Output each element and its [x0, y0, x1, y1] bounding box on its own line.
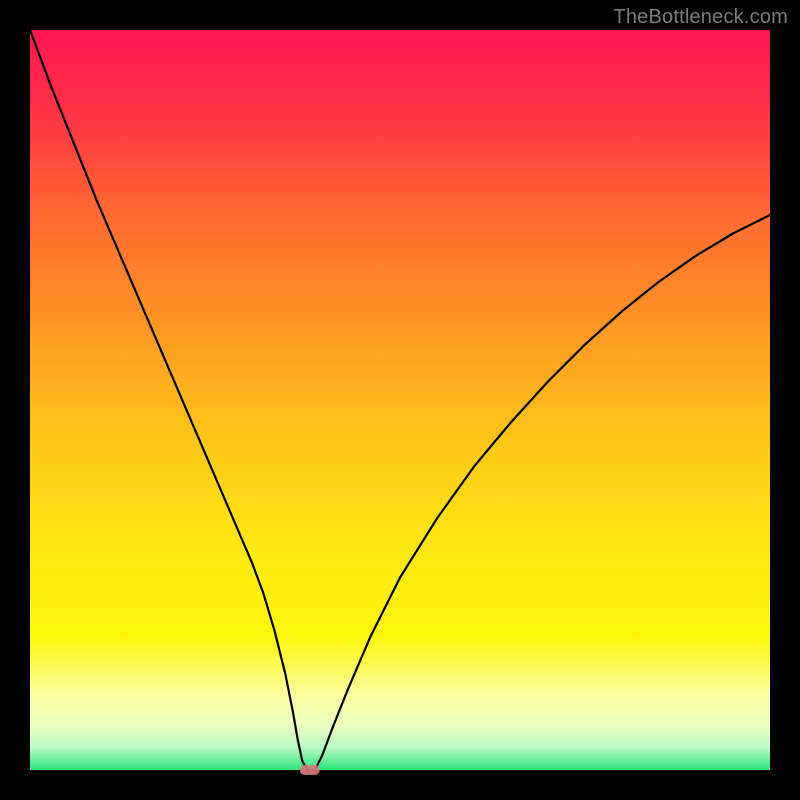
plot-background — [30, 30, 770, 770]
minimum-marker — [300, 765, 320, 775]
bottleneck-chart — [0, 0, 800, 800]
watermark-text: TheBottleneck.com — [613, 6, 788, 29]
chart-container: TheBottleneck.com — [0, 0, 800, 800]
